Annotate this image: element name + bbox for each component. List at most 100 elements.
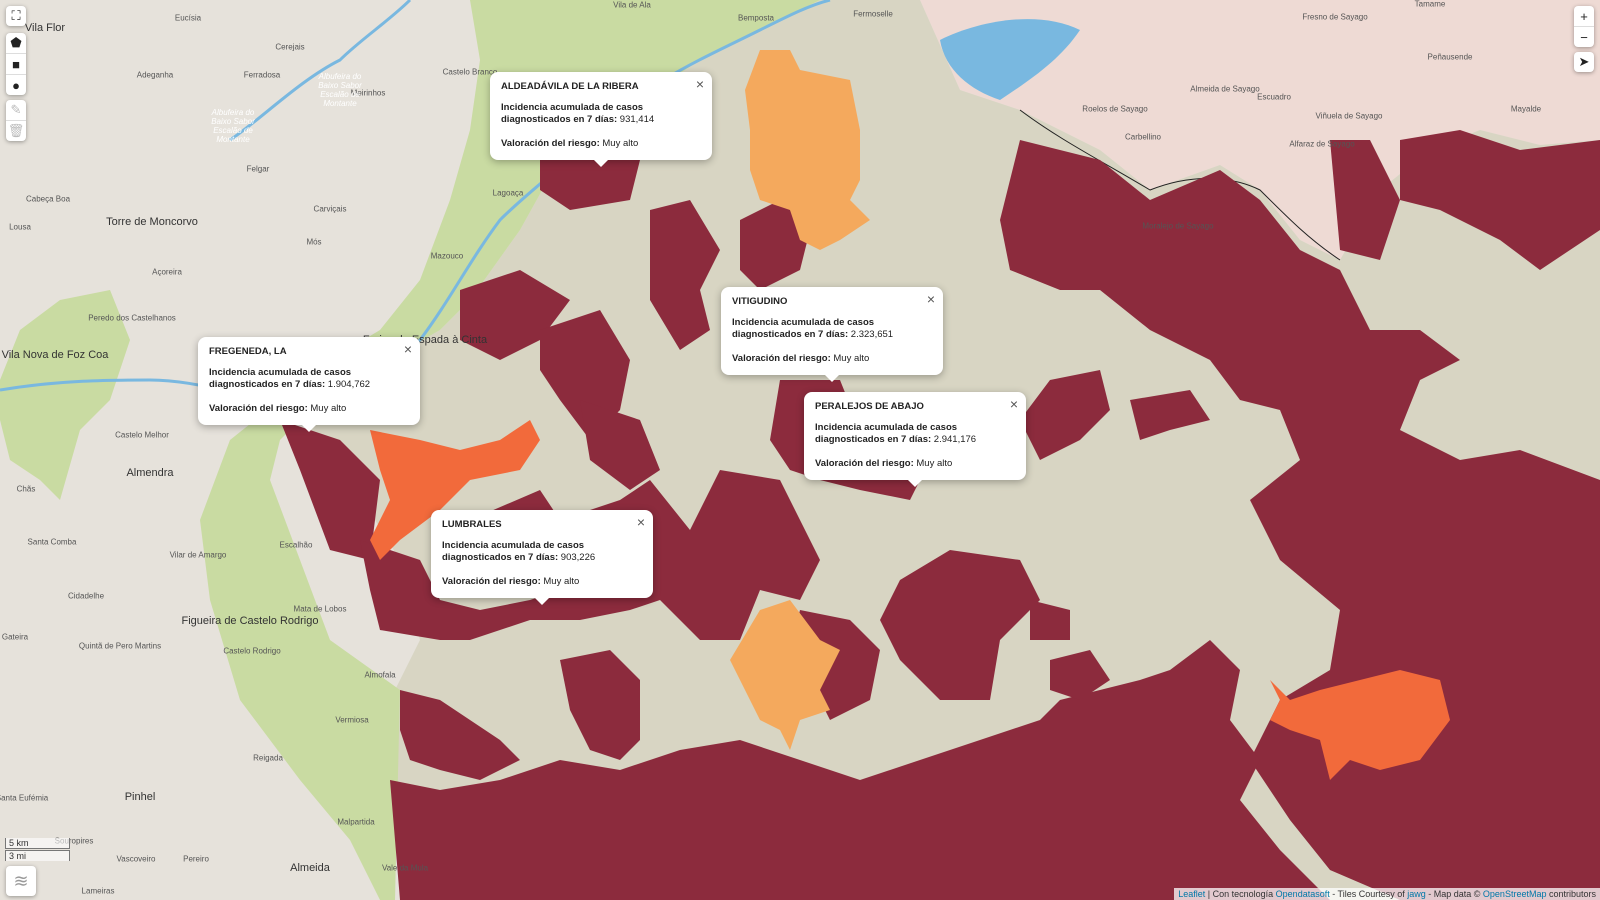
close-popup-button[interactable]: × (1009, 396, 1018, 412)
place-label: Lameiras (81, 886, 115, 896)
place-label: Escuadro (1257, 92, 1291, 102)
popup-incidence: Incidencia acumulada de casos diagnostic… (209, 367, 371, 390)
risk-label: Valoración del riesgo (209, 403, 305, 414)
place-label: Felgar (246, 164, 270, 174)
place-label: Cidadelhe (67, 591, 105, 601)
layers-icon[interactable]: ≋ (6, 866, 36, 896)
edit-icon[interactable]: ✎ (6, 100, 26, 121)
popup-incidence: Incidencia acumulada de casos diagnostic… (732, 317, 894, 340)
place-label: Meirinhos (350, 88, 386, 98)
incidence-value: 931,414 (619, 114, 655, 125)
place-label: Mazouco (430, 251, 464, 261)
place-label: Castelo Melhor (115, 430, 169, 440)
incidence-value: 2.941,176 (933, 434, 977, 445)
risk-label: Valoración del riesgo (501, 138, 597, 149)
place-label: Almofala (364, 670, 396, 680)
popup-risk: Valoración del riesgo: Muy alto (442, 576, 580, 587)
popup-incidence: Incidencia acumulada de casos diagnostic… (501, 102, 655, 125)
incidence-value: 2.323,651 (850, 329, 894, 340)
draw-rectangle-icon[interactable]: ■ (6, 54, 26, 75)
jawg-link[interactable]: jawg (1407, 889, 1426, 899)
osm-link[interactable]: OpenStreetMap (1482, 889, 1547, 899)
draw-toolbar: ⬟ ■ ● (6, 33, 26, 95)
close-popup-button[interactable]: × (636, 514, 645, 530)
popup-incidence: Incidencia acumulada de casos diagnostic… (442, 540, 596, 563)
place-label: Malpartida (337, 817, 375, 827)
place-label: Chãs (16, 484, 36, 494)
choropleth-high (370, 420, 1450, 780)
draw-circle-icon[interactable]: ● (12, 77, 20, 93)
place-label: Souropires (54, 836, 94, 846)
info-popup: × LUMBRALES Incidencia acumulada de caso… (431, 510, 653, 605)
risk-label: Valoración del riesgo (732, 353, 828, 364)
place-label: Vascoveiro (116, 854, 156, 864)
place-label: Albufeira do Baixo Sabor Escalão de Mont… (318, 72, 362, 108)
incidence-label: Incidencia acumulada de casos diagnostic… (732, 317, 875, 340)
place-label: Lousa (9, 222, 31, 232)
place-label: Peñausende (1427, 52, 1473, 62)
incidence-value: 1.904,762 (327, 379, 371, 390)
fullscreen-icon[interactable]: ⛶ (11, 8, 21, 23)
river-douro (0, 0, 831, 402)
popup-risk: Valoración del riesgo: Muy alto (209, 403, 347, 414)
place-label: Quintã de Pero Martins (78, 641, 162, 651)
place-label: Gateira (1, 632, 29, 642)
popup-title: PERALEJOS DE ABAJO (815, 401, 924, 412)
place-label: Almendra (126, 467, 174, 479)
scale-mi: 3 mi (5, 850, 70, 861)
place-label: Fermoselle (853, 9, 893, 19)
zoom-in-button[interactable]: + (1574, 6, 1594, 27)
popup-title: ALDEADÁVILA DE LA RIBERA (501, 81, 639, 92)
risk-value: Muy alto (543, 576, 580, 587)
choropleth-medium (730, 50, 870, 750)
attribution-text: - Tiles Courtesy of (1329, 889, 1408, 899)
scale-km: 5 km (5, 838, 70, 849)
info-popup: × ALDEADÁVILA DE LA RIBERA Incidencia ac… (490, 72, 712, 167)
incidence-label: Incidencia acumulada de casos diagnostic… (501, 102, 644, 125)
choropleth-very-high (280, 130, 1600, 900)
info-popup: × VITIGUDINO Incidencia acumulada de cas… (721, 287, 943, 382)
risk-value: Muy alto (833, 353, 870, 364)
incidence-label: Incidencia acumulada de casos diagnostic… (815, 422, 958, 445)
place-label: Almeida de Sayago (1190, 84, 1260, 94)
close-popup-button[interactable]: × (926, 291, 935, 307)
incidence-value: 903,226 (560, 552, 596, 563)
incidence-label: Incidencia acumulada de casos diagnostic… (209, 367, 352, 390)
place-label: Pereiro (183, 854, 209, 864)
place-label: Reigada (253, 753, 283, 763)
close-popup-button[interactable]: × (695, 76, 704, 92)
risk-label: Valoración del riesgo (442, 576, 538, 587)
place-label: Adeganha (136, 70, 174, 80)
river-sabor (229, 0, 412, 142)
info-popup: × PERALEJOS DE ABAJO Incidencia acumulad… (804, 392, 1026, 487)
zoom-out-button[interactable]: − (1580, 29, 1588, 45)
place-label: Eucísia (174, 13, 202, 23)
place-label: Fresno de Sayago (1302, 12, 1368, 22)
attribution: Leaflet | Con tecnología Opendatasoft - … (1174, 888, 1600, 900)
place-label: Cerejais (275, 42, 305, 52)
place-label: Cabeça Boa (25, 194, 71, 204)
trash-icon[interactable]: 🗑 (7, 123, 25, 138)
place-label: Figueira de Castelo Rodrigo (181, 615, 319, 627)
region-zamora (920, 0, 1600, 260)
place-label: Vila Flor (24, 22, 66, 34)
risk-value: Muy alto (602, 138, 639, 149)
place-label: Ferradosa (243, 70, 281, 80)
opendatasoft-link[interactable]: Opendatasoft (1275, 889, 1330, 899)
locate-arrow-icon[interactable]: ➤ (1578, 54, 1590, 69)
popup-title: FREGENEDA, LA (209, 346, 287, 357)
popup-incidence: Incidencia acumulada de casos diagnostic… (815, 422, 977, 445)
close-popup-button[interactable]: × (403, 341, 412, 357)
draw-polygon-icon[interactable]: ⬟ (6, 33, 26, 54)
leaflet-link[interactable]: Leaflet (1178, 889, 1206, 899)
place-label: Viñuela de Sayago (1315, 111, 1383, 121)
place-label: Carbellino (1124, 132, 1162, 142)
place-label: Mata de Lobos (293, 604, 347, 614)
popup-title: VITIGUDINO (732, 296, 788, 307)
incidence-label: Incidencia acumulada de casos diagnostic… (442, 540, 585, 563)
attribution-text: | Con tecnología (1205, 889, 1276, 899)
attribution-text: - Map data © (1425, 889, 1483, 899)
fullscreen-control[interactable]: ⛶ (6, 6, 26, 26)
info-popup: × FREGENEDA, LA Incidencia acumulada de … (198, 337, 420, 432)
